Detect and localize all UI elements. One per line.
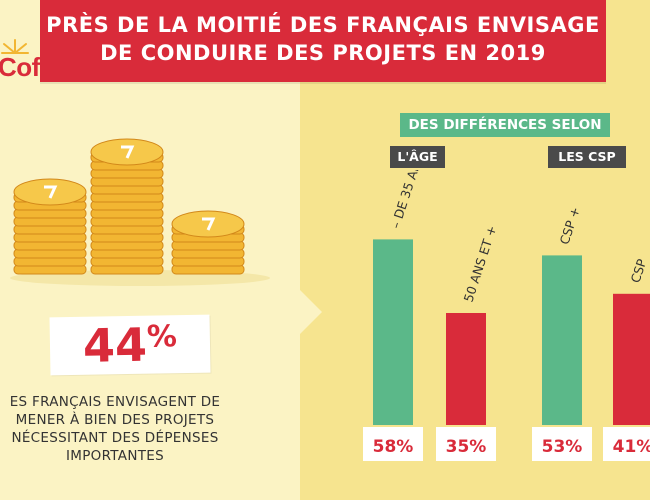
bar bbox=[542, 255, 582, 425]
coin-symbol-icon bbox=[202, 217, 216, 231]
description-line: MENER À BIEN DES PROJETS bbox=[15, 412, 215, 428]
bar bbox=[446, 313, 486, 425]
title-banner: PRÈS DE LA MOITIÉ DES FRANÇAIS ENVISAGE … bbox=[40, 0, 606, 82]
group-label-age: L'ÂGE bbox=[390, 146, 445, 168]
value-label: 35% bbox=[446, 437, 487, 457]
headline-percent: 44% bbox=[82, 317, 178, 373]
chart-subtitle: DES DIFFÉRENCES SELON bbox=[400, 113, 610, 137]
value-label-card bbox=[603, 427, 650, 461]
description-line: NÉCESSITANT DES DÉPENSES bbox=[11, 430, 219, 446]
category-label: CSP + bbox=[557, 205, 583, 246]
value-label: 58% bbox=[373, 437, 414, 457]
coin-top bbox=[90, 138, 164, 166]
bar-chart: 58% – DE 35 ANS 35% 50 ANS ET + 53% CSP + 41% C… bbox=[363, 170, 650, 461]
headline-percent-card: 44% bbox=[49, 314, 211, 376]
coin-symbol-icon bbox=[121, 145, 135, 159]
category-label: 50 ANS ET + bbox=[461, 224, 500, 304]
coin-stacks-illustration bbox=[10, 138, 270, 286]
group-label-csp: LES CSP bbox=[548, 146, 626, 168]
category-label: – DE 35 ANS bbox=[388, 170, 426, 230]
value-label-card bbox=[532, 427, 592, 461]
value-label: 53% bbox=[542, 437, 583, 457]
bar bbox=[373, 239, 413, 425]
panel-divider-arrow bbox=[300, 290, 322, 334]
bar bbox=[613, 293, 650, 425]
value-label-card bbox=[363, 427, 423, 461]
headline-description: ES FRANÇAIS ENVISAGENT DE MENER À BIEN D… bbox=[0, 393, 240, 465]
coin-symbol-icon bbox=[44, 185, 58, 199]
coin-top bbox=[171, 210, 245, 238]
coin-top bbox=[13, 178, 87, 206]
category-label: CSP bbox=[628, 257, 650, 285]
description-line: ES FRANÇAIS ENVISAGENT DE bbox=[9, 394, 221, 410]
description-line: IMPORTANTES bbox=[66, 448, 164, 464]
sun-logo-icon bbox=[1, 39, 29, 54]
value-label-card bbox=[436, 427, 496, 461]
title-line-1: PRÈS DE LA MOITIÉ DES FRANÇAIS ENVISAGE bbox=[46, 13, 600, 37]
value-label: 41% bbox=[613, 437, 650, 457]
title-line-2: DE CONDUIRE DES PROJETS EN 2019 bbox=[100, 41, 546, 65]
